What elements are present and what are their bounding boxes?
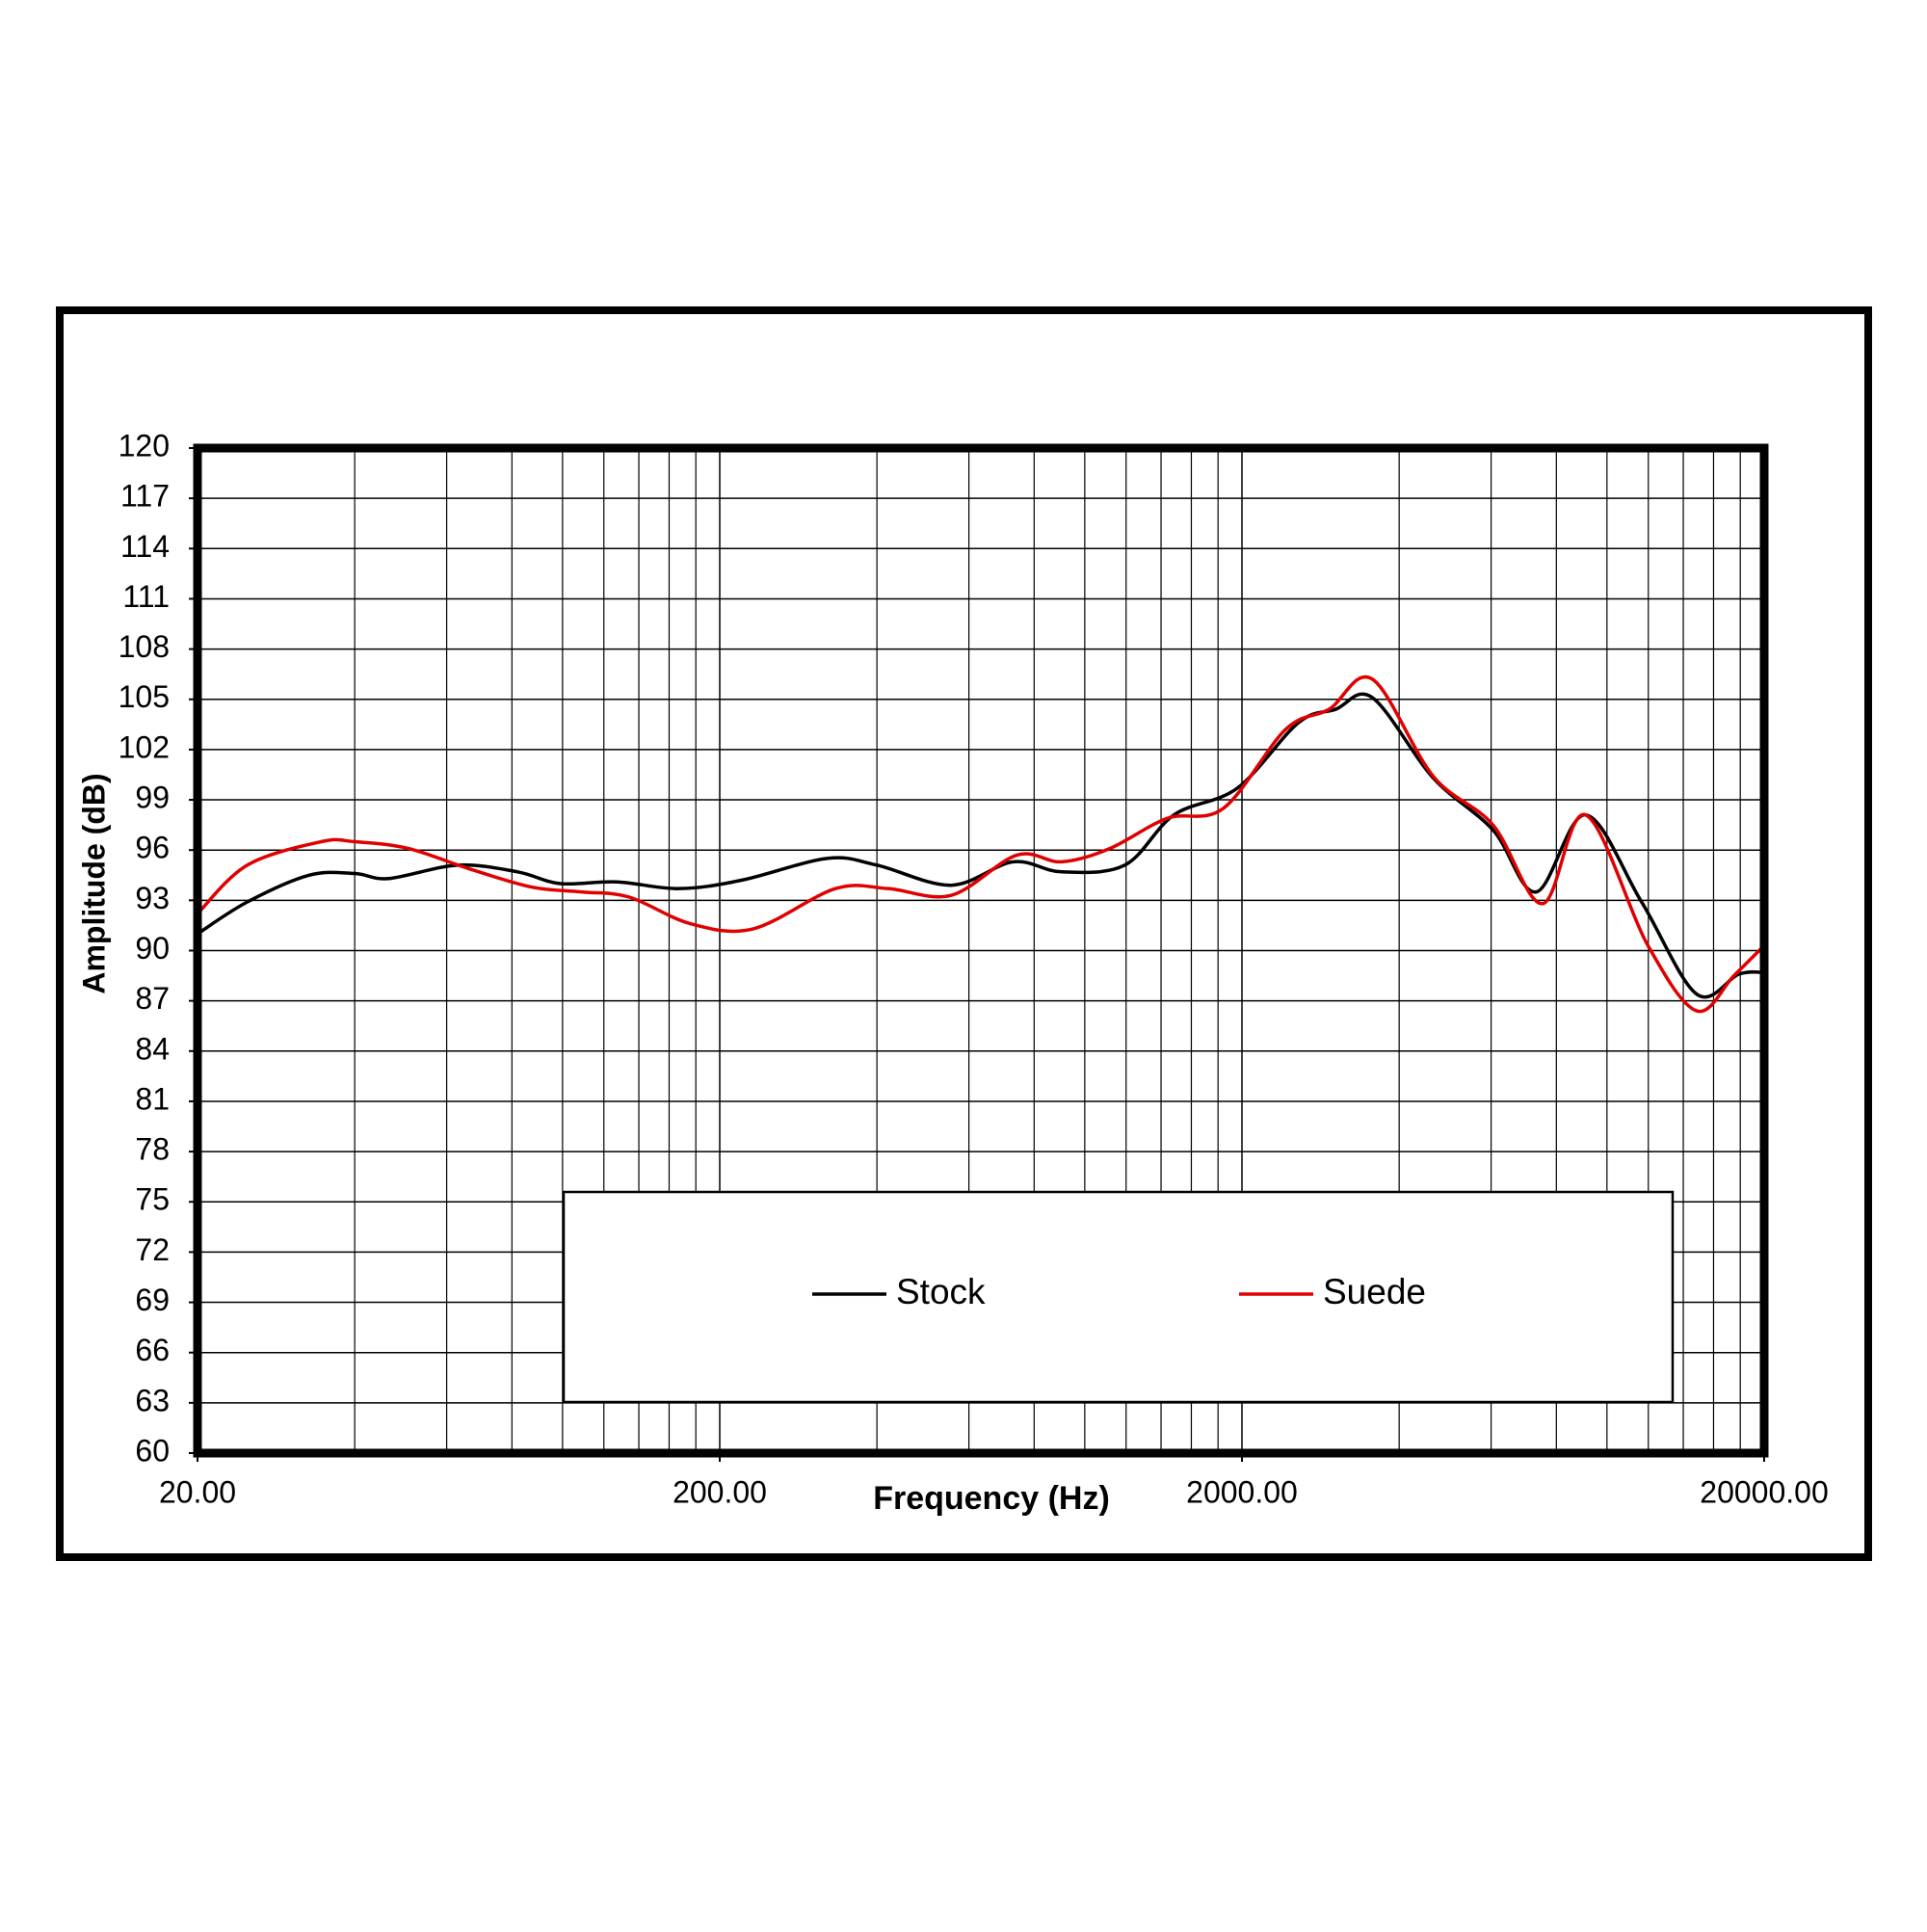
y-tick-label: 69 (135, 1283, 170, 1317)
x-tick-label: 2000.00 (1186, 1474, 1298, 1509)
series-line (196, 675, 1766, 1014)
y-tick-label: 78 (135, 1132, 170, 1167)
y-tick-label: 75 (135, 1182, 170, 1217)
y-tick-label: 117 (120, 479, 170, 514)
legend: Stock Suede (562, 1190, 1675, 1404)
x-tick-label: 20000.00 (1700, 1474, 1828, 1509)
y-tick-label: 105 (119, 679, 170, 714)
y-tick-label: 81 (135, 1081, 170, 1116)
legend-box (562, 1190, 1675, 1404)
x-axis-label: Frequency (Hz) (873, 1480, 1110, 1517)
legend-label: Suede (1323, 1272, 1426, 1311)
x-tick-label: 20.00 (159, 1474, 236, 1509)
lines (196, 675, 1766, 1014)
x-tick-label: 200.00 (673, 1474, 767, 1509)
labels: Frequency (Hz) Amplitude (dB) 60 63 66 69 72… (76, 428, 1828, 1517)
y-tick-label: 99 (135, 781, 170, 815)
y-tick-label: 120 (119, 428, 170, 463)
y-tick-label: 63 (135, 1383, 170, 1417)
y-tick-label: 66 (135, 1333, 170, 1367)
plot-frame (193, 443, 1769, 1458)
y-tick-label: 60 (135, 1433, 170, 1468)
y-tick-label: 96 (135, 831, 170, 865)
y-axis-label: Amplitude (dB) (76, 773, 111, 993)
y-tick-label: 102 (119, 729, 170, 764)
y-tick-label: 111 (122, 579, 170, 614)
y-tick-label: 87 (135, 981, 170, 1016)
y-tick-label: 90 (135, 931, 170, 966)
y-tick-label: 108 (119, 629, 170, 664)
y-tick-label: 93 (135, 881, 170, 915)
y-tick-label: 114 (120, 529, 170, 564)
y-tick-label: 72 (135, 1232, 170, 1267)
legend-label: Stock (896, 1272, 986, 1311)
y-tick-label: 84 (135, 1031, 170, 1066)
